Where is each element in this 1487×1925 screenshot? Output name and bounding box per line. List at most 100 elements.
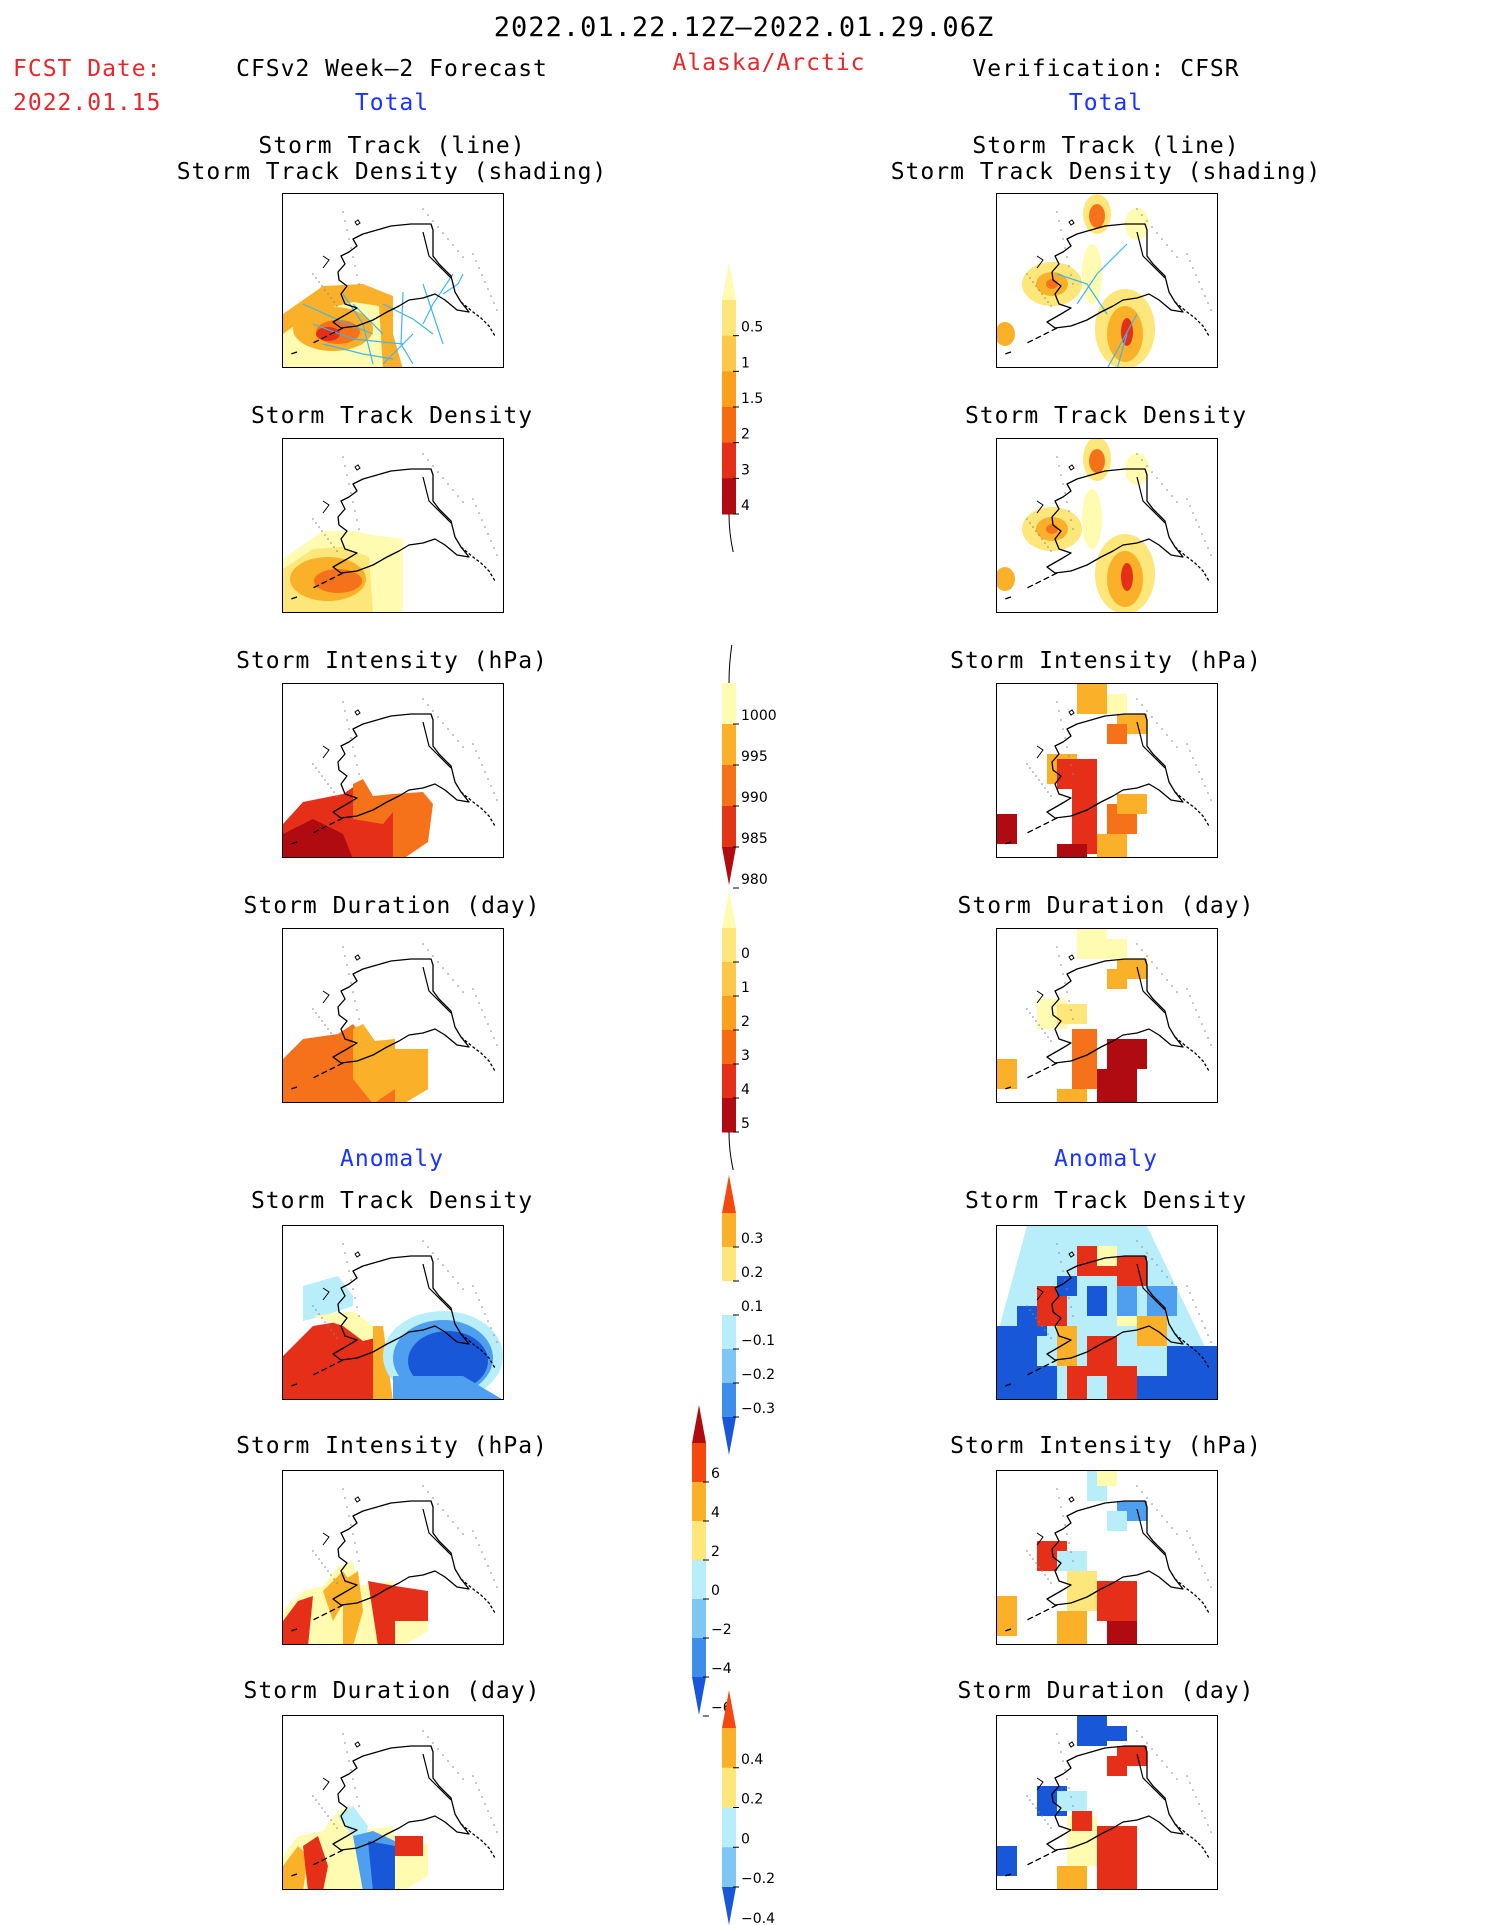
colorbar-tick-label: 0.2 (741, 1792, 763, 1808)
shaded-cell (1107, 1621, 1137, 1644)
graticule (312, 1240, 498, 1343)
shaded-cell (1117, 1286, 1137, 1316)
colorbar-tick-label: −0.2 (741, 1871, 775, 1887)
colorbar-tick-label: 0 (711, 1583, 720, 1599)
storm-track-lines (1056, 243, 1138, 367)
panhandle-coast (1174, 1036, 1210, 1072)
siberia-coast (1036, 1532, 1044, 1546)
colorbar-swatch (722, 1247, 736, 1282)
island (354, 464, 361, 471)
shaded-cell (1117, 794, 1147, 814)
shaded-cell (1077, 684, 1107, 714)
graticule (312, 1485, 498, 1588)
shaded-cell (1167, 1346, 1217, 1399)
siberia-coast (322, 500, 330, 514)
aleutian-islands (290, 1604, 344, 1632)
siberia-coast (1036, 255, 1044, 269)
shaded-cell (1017, 1366, 1057, 1399)
graticule (312, 1730, 498, 1833)
colorbar-tick-label: 0 (741, 1831, 750, 1847)
siberia-coast (322, 255, 330, 269)
island (1068, 219, 1075, 226)
left-total-label: Total (354, 90, 430, 116)
colorbar-tick-label: 3 (741, 462, 750, 478)
colorbar-end-arrow (728, 644, 733, 684)
border-line (422, 966, 452, 1014)
siberia-coast (322, 1287, 330, 1301)
alaska-coastline (1046, 468, 1184, 574)
alaska-coastline (332, 1745, 470, 1851)
colorbar-swatch (722, 683, 736, 725)
colorbar-swatch (722, 300, 736, 337)
shaded-area (395, 1836, 423, 1856)
title-left-track-line: Storm Track (line) (258, 133, 526, 159)
colorbar-tick-label: 985 (741, 831, 768, 847)
alaska-coastline (1046, 1255, 1184, 1361)
shaded-cell (1107, 969, 1127, 989)
colorbar-end-arrow (728, 513, 734, 553)
shaded-cell (1117, 1256, 1147, 1286)
siberia-coast (1036, 1777, 1044, 1791)
shaded-area (353, 779, 393, 824)
title-right-intensity: Storm Intensity (hPa) (950, 648, 1262, 674)
colorbar-swatch (722, 1315, 736, 1350)
shaded-cell (997, 1059, 1017, 1089)
colorbar-tick-label: 4 (711, 1505, 720, 1521)
aleutian-islands (1004, 817, 1058, 845)
aleutian-islands (1004, 1062, 1058, 1090)
colorbar-end-arrow (692, 1677, 706, 1715)
island (1068, 464, 1075, 471)
shaded-cell (1137, 1316, 1167, 1346)
map-forecast-intensity-anomaly (282, 1470, 504, 1645)
fcst-date-label: FCST Date: (13, 56, 162, 82)
shaded-area (1089, 204, 1105, 228)
aleutian-islands (290, 1062, 344, 1090)
colorbar-tick-label: 2 (741, 1014, 750, 1030)
colorbar-swatch (722, 1349, 736, 1384)
colorbar-tick-label: 1 (741, 355, 750, 371)
shaded-cell (1057, 1326, 1077, 1366)
title-left-density-anom: Storm Track Density (250, 1188, 534, 1214)
colorbar-tick-label: 1 (741, 980, 750, 996)
shaded-cell (1107, 1756, 1127, 1776)
aleutian-islands (290, 1359, 344, 1387)
shaded-cell (1057, 1089, 1087, 1102)
map-forecast-track-density (282, 193, 504, 368)
panhandle-coast (460, 546, 496, 582)
shaded-area (997, 322, 1015, 346)
colorbar-swatch (722, 928, 736, 963)
border-line (422, 721, 452, 769)
colorbar-tick-label: −0.1 (741, 1333, 775, 1349)
aleutian-islands (1004, 572, 1058, 600)
colorbar-swatch (722, 1807, 736, 1848)
shaded-cell (1057, 1276, 1077, 1296)
title-left-intensity-anom: Storm Intensity (hPa) (236, 1433, 548, 1459)
aleutian-islands (1004, 1604, 1058, 1632)
title-left-duration: Storm Duration (day) (243, 893, 541, 919)
shaded-area (1046, 524, 1058, 534)
shaded-area (313, 1311, 383, 1341)
shaded-area (316, 327, 340, 341)
shaded-area (283, 819, 353, 857)
colorbar-swatch (722, 1030, 736, 1065)
island (354, 954, 361, 961)
shaded-cell (1107, 724, 1127, 744)
shaded-area (343, 1571, 363, 1644)
colorbar-tick-label: −0.2 (741, 1367, 775, 1383)
colorbar-tick-label: 5 (741, 1116, 750, 1132)
siberia-coast (322, 990, 330, 1004)
colorbar-swatch (722, 1098, 736, 1133)
shaded-area (283, 1321, 383, 1399)
shaded-cell (997, 814, 1017, 844)
map-verification-duration (996, 928, 1218, 1103)
shaded-cell (1072, 784, 1097, 854)
siberia-coast (1036, 500, 1044, 514)
shaded-cell (1057, 1611, 1087, 1644)
border-line (1136, 1263, 1166, 1311)
alaska-coastline (1046, 223, 1184, 329)
colorbar-tick-label: −0.3 (741, 1401, 775, 1417)
title-right-track-shading: Storm Track Density (shading) (890, 159, 1322, 185)
shaded-cell (1107, 1511, 1127, 1531)
alaska-coastline (1046, 1500, 1184, 1606)
graticule (1026, 1240, 1212, 1343)
